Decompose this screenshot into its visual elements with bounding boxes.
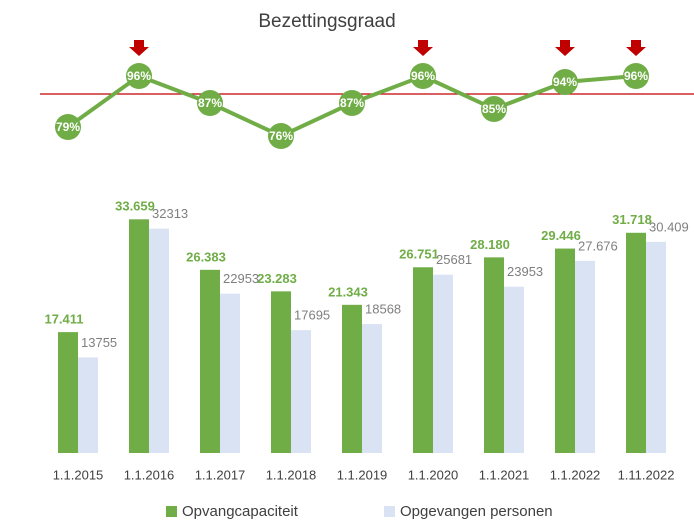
data-label: 76% [269, 129, 293, 143]
data-label: 94% [553, 75, 577, 89]
bar [200, 269, 220, 453]
point [126, 63, 152, 89]
data-label: 27.676 [578, 238, 618, 253]
bar [555, 248, 575, 453]
legend-label: Opvangcapaciteit [182, 503, 299, 520]
data-label: 85% [482, 102, 506, 116]
bar [433, 274, 453, 453]
bar [220, 293, 240, 453]
bar [291, 330, 311, 453]
bar [129, 219, 149, 453]
point [481, 96, 507, 122]
data-label: 87% [340, 96, 364, 110]
legend-swatch [166, 506, 177, 517]
point [197, 90, 223, 116]
data-label: 87% [198, 96, 222, 110]
point [552, 69, 578, 95]
bar [504, 286, 524, 453]
point [410, 63, 436, 89]
data-label: 33.659 [115, 199, 155, 214]
data-label: 26.751 [399, 247, 439, 262]
data-label: 32313 [152, 206, 188, 221]
data-label: 96% [624, 69, 648, 83]
x-tick-label: 1.1.2018 [266, 467, 317, 482]
data-label: 21.343 [328, 284, 368, 299]
arrow [626, 40, 646, 56]
bar [484, 257, 504, 453]
point [339, 90, 365, 116]
arrow [555, 40, 575, 56]
data-label: 29.446 [541, 228, 581, 243]
x-tick-label: 1.1.2019 [337, 467, 388, 482]
data-label: 79% [56, 120, 80, 134]
bar [58, 332, 78, 453]
x-tick-label: 1.1.2016 [124, 467, 175, 482]
bar [413, 267, 433, 453]
x-tick-label: 1.1.2021 [479, 467, 530, 482]
data-label: 26.383 [186, 249, 226, 264]
point [268, 123, 294, 149]
bar [149, 228, 169, 453]
x-tick-label: 1.11.2022 [618, 467, 675, 482]
data-label: 96% [411, 69, 435, 83]
data-label: 18568 [365, 302, 401, 317]
data-label: 30.409 [649, 219, 689, 234]
data-label: 22953 [223, 271, 259, 286]
legend-swatch [384, 506, 395, 517]
data-label: 17695 [294, 308, 330, 323]
point [55, 114, 81, 140]
bar [271, 291, 291, 453]
x-tick-label: 1.1.2015 [53, 467, 104, 482]
legend-label: Opgevangen personen [400, 503, 553, 520]
point [623, 63, 649, 89]
arrow [129, 40, 149, 56]
bar [646, 241, 666, 453]
bar [78, 357, 98, 453]
chart-title: Bezettingsgraad [258, 11, 395, 32]
x-tick-label: 1.1.2022 [550, 467, 601, 482]
bar [575, 260, 595, 453]
x-tick-label: 1.1.2017 [195, 467, 246, 482]
data-label: 23.283 [257, 271, 297, 286]
bar [626, 232, 646, 453]
data-label: 96% [127, 69, 151, 83]
data-label: 23953 [507, 264, 543, 279]
arrow [413, 40, 433, 56]
bar [362, 324, 382, 453]
data-label: 17.411 [44, 312, 83, 327]
bar [342, 304, 362, 453]
data-label: 25681 [436, 252, 472, 267]
data-label: 28.180 [470, 237, 510, 252]
data-label: 31.718 [612, 212, 652, 227]
data-label: 13755 [81, 335, 117, 350]
x-tick-label: 1.1.2020 [408, 467, 459, 482]
